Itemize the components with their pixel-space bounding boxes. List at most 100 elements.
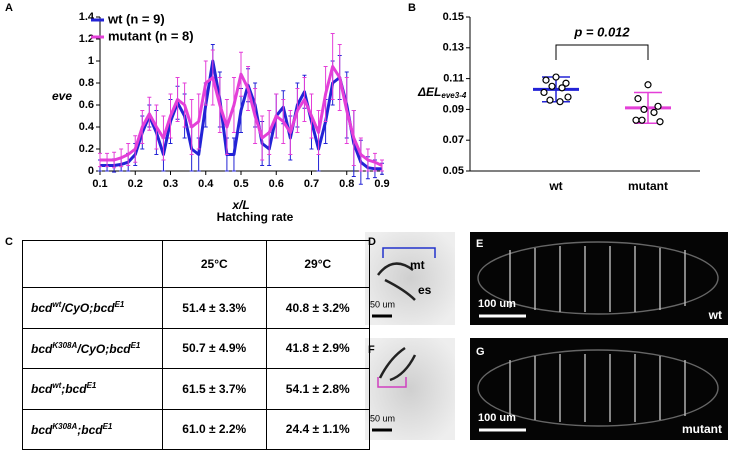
- header-cell: 25°C: [162, 240, 267, 288]
- header-cell: 29°C: [265, 240, 370, 288]
- y-tick-label: 0.8: [79, 77, 94, 89]
- y-tick-label: 1: [88, 55, 94, 67]
- y-tick-label: 1.2: [79, 33, 94, 45]
- image-f: [365, 338, 455, 440]
- genotype-part: E1: [130, 340, 141, 350]
- y-axis-label: eve: [52, 89, 72, 103]
- y-tick-label: 0.11: [443, 73, 464, 85]
- y-tick-label: 0.07: [443, 134, 464, 146]
- y-tick-label: 0.09: [443, 103, 464, 115]
- label: es: [418, 283, 432, 297]
- y-axis-label: ΔEL: [417, 85, 441, 99]
- header-cell: [22, 240, 163, 288]
- genotype-part: E1: [102, 421, 113, 431]
- image-label: mutant: [682, 422, 722, 436]
- point: [634, 95, 642, 103]
- value-cell: 41.8 ± 2.9%: [265, 327, 370, 369]
- genotype-part: ;bcd: [77, 422, 103, 437]
- y-tick-label: 0.2: [79, 143, 94, 155]
- value-cell: 54.1 ± 2.8%: [265, 368, 370, 410]
- x-tick-label: 0.8: [339, 178, 354, 190]
- genotype-part: wt: [52, 300, 62, 310]
- genotype-cell: bcdK308A;bcdE1: [22, 408, 163, 450]
- y-axis-label: ΔELeve3-4: [417, 85, 467, 100]
- image-label: wt: [708, 308, 722, 322]
- line: [100, 59, 382, 171]
- value-cell: 61.0 ± 2.2%: [162, 408, 267, 450]
- table-title: Hatching rate: [217, 210, 294, 224]
- point: [562, 79, 570, 87]
- value-cell: 61.5 ± 3.7%: [162, 368, 267, 410]
- x-tick-label: 0.9: [374, 178, 389, 190]
- genotype-part: bcd: [31, 341, 53, 356]
- genotype-part: bcd: [31, 382, 53, 397]
- table-row: bcdwt/CyO;bcdE1 51.4 ± 3.3% 40.8 ± 3.2%: [22, 287, 370, 329]
- x-axis-label: x/L: [231, 198, 249, 212]
- table-header: 25°C 29°C: [22, 240, 370, 288]
- point: [558, 84, 566, 92]
- panel-label: G: [476, 346, 485, 358]
- image-d: [365, 232, 455, 325]
- point: [552, 73, 560, 81]
- y-tick-label: 0: [88, 165, 94, 177]
- panel-label: D: [368, 236, 376, 248]
- point: [548, 82, 556, 90]
- label: mt: [410, 258, 425, 272]
- genotype-part: bcd: [31, 301, 53, 316]
- x-tick-label: 0.6: [269, 178, 284, 190]
- x-tick-label: wt: [548, 179, 562, 193]
- embryo-g: [477, 349, 719, 427]
- point: [556, 98, 564, 106]
- value-cell: 50.7 ± 4.9%: [162, 327, 267, 369]
- bracket-f: [377, 377, 407, 388]
- y-tick-label: 0.15: [443, 11, 464, 23]
- bracket-d: [382, 247, 436, 258]
- x-tick-label: 0.5: [233, 178, 248, 190]
- y-tick-label: 0.4: [79, 121, 95, 133]
- y-tick-label: 1.4: [79, 11, 95, 23]
- table-row: bcdK308A/CyO;bcdE1 50.7 ± 4.9% 41.8 ± 2.9%: [22, 327, 370, 369]
- value-cell: 40.8 ± 3.2%: [265, 287, 370, 329]
- genotype-part: bcd: [31, 422, 53, 437]
- genotype-part: ;bcd: [61, 382, 87, 397]
- genotype-part: wt: [52, 381, 62, 391]
- genotype-part: K308A: [52, 421, 78, 431]
- scale-label: 50 um: [370, 299, 395, 309]
- point: [654, 102, 662, 110]
- x-tick-label: 0.1: [92, 178, 107, 190]
- point: [656, 118, 664, 126]
- legend-label: mutant (n = 8): [108, 28, 194, 43]
- point: [650, 108, 658, 117]
- image-e: [470, 232, 728, 325]
- line: [100, 65, 383, 167]
- scale-label: 100 um: [478, 298, 516, 310]
- value-cell: 24.4 ± 1.1%: [265, 408, 370, 450]
- panel-label: C: [5, 236, 13, 248]
- genotype-cell: bcdK308A/CyO;bcdE1: [22, 327, 163, 369]
- panel-label: E: [476, 238, 483, 250]
- x-tick-label: 0.3: [163, 178, 178, 190]
- point: [542, 76, 550, 84]
- value-cell: 51.4 ± 3.3%: [162, 287, 267, 329]
- bracket: [555, 44, 649, 60]
- legend-label: wt (n = 9): [107, 11, 165, 26]
- genotype-part: K308A: [52, 340, 78, 350]
- x-tick-label: 0.4: [198, 178, 214, 190]
- genotype-part: /CyO;bcd: [61, 301, 115, 316]
- y-tick-label: 0.05: [443, 165, 464, 177]
- y-axis-label-sub: eve3-4: [441, 91, 466, 100]
- x-tick-label: 0.2: [128, 178, 143, 190]
- table-row: bcdwt;bcdE1 61.5 ± 3.7% 54.1 ± 2.8%: [22, 368, 370, 410]
- genotype-cell: bcdwt/CyO;bcdE1: [22, 287, 163, 329]
- point: [638, 116, 646, 124]
- scale-label: 100 um: [478, 412, 516, 424]
- embryo-e: [477, 241, 719, 315]
- panel-label: A: [5, 2, 13, 14]
- scale-label: 50 um: [370, 413, 395, 423]
- point: [540, 88, 548, 97]
- embryo-dark: [377, 262, 417, 382]
- genotype-part: /CyO;bcd: [77, 341, 131, 356]
- point: [564, 93, 572, 101]
